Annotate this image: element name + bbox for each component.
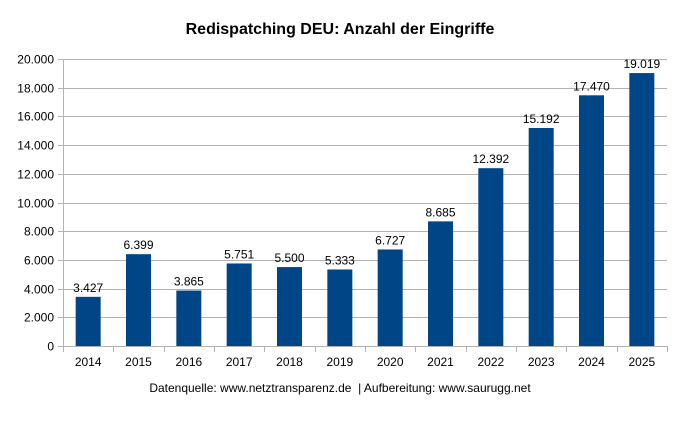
data-label: 3.427 <box>73 281 103 295</box>
bar <box>629 73 655 347</box>
x-tick-label: 2015 <box>125 355 152 369</box>
x-tick-label: 2020 <box>377 355 404 369</box>
y-tick-label: 0 <box>47 340 54 354</box>
y-tick-label: 18.000 <box>17 82 54 96</box>
y-tick-label: 2.000 <box>24 311 54 325</box>
bar <box>176 290 202 346</box>
bar <box>226 263 252 346</box>
bar <box>428 221 453 346</box>
y-tick-label: 4.000 <box>24 283 54 297</box>
data-label: 6.727 <box>375 233 405 247</box>
x-tick-label: 2025 <box>628 355 655 369</box>
bar <box>277 267 302 346</box>
x-tick-label: 2024 <box>578 355 605 369</box>
bar <box>579 95 604 346</box>
y-tick-label: 12.000 <box>17 168 54 182</box>
data-label: 17.470 <box>573 79 610 93</box>
x-tick-label: 2017 <box>226 355 253 369</box>
y-tick-label: 16.000 <box>17 110 54 124</box>
y-tick-label: 10.000 <box>17 197 54 211</box>
y-tick-label: 8.000 <box>24 225 54 239</box>
chart-title: Redispatching DEU: Anzahl der Eingriffe <box>186 21 495 38</box>
y-tick-label: 6.000 <box>24 254 54 268</box>
x-tick-label: 2019 <box>326 355 353 369</box>
bar <box>126 254 151 346</box>
bar <box>478 168 504 346</box>
x-tick-label: 2023 <box>528 355 555 369</box>
bar <box>327 269 353 346</box>
footer-source: Datenquelle: www.netztransparenz.de | Au… <box>149 381 531 395</box>
data-label: 19.019 <box>623 57 660 71</box>
x-tick-label: 2018 <box>276 355 303 369</box>
x-tick-label: 2014 <box>75 355 102 369</box>
bar <box>528 127 554 346</box>
y-tick-label: 20.000 <box>17 53 54 67</box>
data-label: 6.399 <box>123 238 153 252</box>
data-label: 3.865 <box>174 275 204 289</box>
x-tick-label: 2016 <box>175 355 202 369</box>
x-tick-label: 2021 <box>427 355 454 369</box>
y-tick-label: 14.000 <box>17 139 54 153</box>
data-label: 5.333 <box>325 253 355 267</box>
x-tick-label: 2022 <box>477 355 504 369</box>
bar <box>75 296 101 346</box>
data-label: 12.392 <box>472 152 509 166</box>
data-label: 8.685 <box>425 205 455 219</box>
data-label: 15.192 <box>523 112 560 126</box>
data-label: 5.751 <box>224 247 254 261</box>
data-label: 5.500 <box>274 251 304 265</box>
bar <box>377 249 403 346</box>
